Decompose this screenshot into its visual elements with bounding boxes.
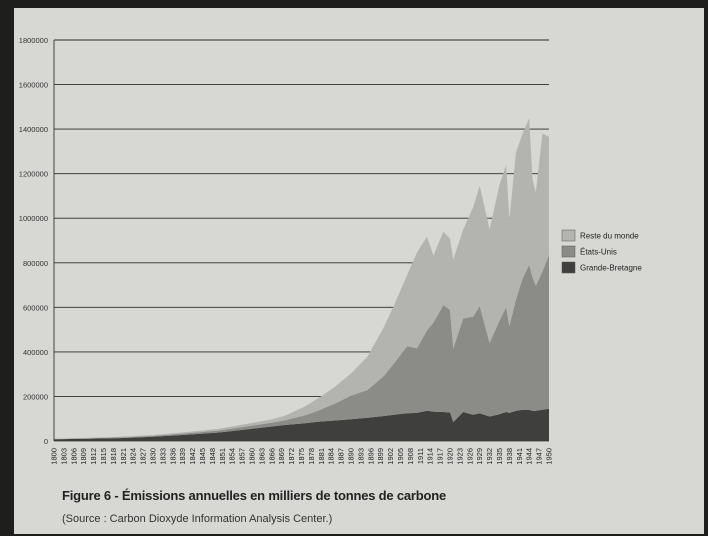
x-tick-label: 1806 bbox=[69, 448, 78, 465]
x-tick-label: 1890 bbox=[347, 448, 356, 465]
x-tick-label: 1827 bbox=[139, 448, 148, 465]
x-tick-label: 1851 bbox=[218, 448, 227, 465]
area-chart: 0 200000 400000 600000 800000 1000000 1200000 1… bbox=[19, 36, 643, 465]
legend-label: Grande-Bretagne bbox=[580, 264, 642, 273]
scanned-page: 0 200000 400000 600000 800000 1000000 1200000 1… bbox=[14, 8, 704, 534]
x-tick-label: 1881 bbox=[317, 448, 326, 465]
x-tick-label: 1800 bbox=[50, 448, 59, 465]
x-tick-label: 1869 bbox=[277, 448, 286, 465]
x-tick-label: 1803 bbox=[59, 448, 68, 465]
figure-caption-title: Figure 6 - Émissions annuelles en millie… bbox=[62, 488, 447, 503]
x-tick-label: 1848 bbox=[208, 448, 217, 465]
y-tick-label: 0 bbox=[44, 437, 48, 446]
x-tick-label: 1905 bbox=[396, 448, 405, 465]
x-tick-label: 1866 bbox=[267, 448, 276, 465]
y-tick-label: 1600000 bbox=[19, 81, 48, 90]
x-tick-label: 1902 bbox=[386, 448, 395, 465]
x-tick-label: 1938 bbox=[505, 448, 514, 465]
x-tick-label: 1860 bbox=[248, 448, 257, 465]
x-tick-label: 1821 bbox=[119, 448, 128, 465]
legend-label: Reste du monde bbox=[580, 232, 639, 241]
x-tick-label: 1833 bbox=[158, 448, 167, 465]
x-tick-label: 1944 bbox=[525, 448, 534, 465]
y-tick-label: 1200000 bbox=[19, 170, 48, 179]
x-axis: 1800 1803 1806 1809 1812 1815 1818 1821 1824 1827… bbox=[50, 440, 554, 465]
x-tick-label: 1920 bbox=[446, 448, 455, 465]
x-tick-label: 1854 bbox=[228, 448, 237, 465]
x-tick-label: 1872 bbox=[287, 448, 296, 465]
y-tick-label: 200000 bbox=[23, 392, 48, 401]
x-tick-label: 1914 bbox=[426, 448, 435, 465]
x-tick-label: 1923 bbox=[455, 448, 464, 465]
y-tick-label: 800000 bbox=[23, 259, 48, 268]
x-tick-label: 1926 bbox=[465, 448, 474, 465]
x-tick-label: 1809 bbox=[79, 448, 88, 465]
x-tick-label: 1839 bbox=[178, 448, 187, 465]
y-tick-label: 600000 bbox=[23, 303, 48, 312]
y-tick-label: 1800000 bbox=[19, 36, 48, 45]
figure-caption-source: (Source : Carbon Dioxyde Information Ana… bbox=[62, 513, 333, 525]
x-tick-label: 1932 bbox=[485, 448, 494, 465]
x-tick-label: 1815 bbox=[99, 448, 108, 465]
legend-swatch bbox=[561, 245, 576, 258]
stacked-areas bbox=[54, 118, 549, 441]
x-tick-label: 1896 bbox=[366, 448, 375, 465]
x-tick-label: 1911 bbox=[416, 448, 425, 464]
legend-label: États-Unis bbox=[580, 248, 617, 257]
y-tick-label: 400000 bbox=[23, 348, 48, 357]
x-tick-label: 1887 bbox=[337, 448, 346, 465]
x-tick-label: 1929 bbox=[475, 448, 484, 465]
legend: Reste du monde États-Unis Grande-Bretagne bbox=[561, 229, 642, 274]
x-tick-label: 1824 bbox=[129, 448, 138, 465]
x-tick-label: 1875 bbox=[297, 448, 306, 465]
area-series--tats-unis bbox=[54, 255, 549, 440]
x-tick-label: 1818 bbox=[109, 448, 118, 465]
x-tick-label: 1917 bbox=[436, 448, 445, 465]
x-tick-label: 1845 bbox=[198, 448, 207, 465]
x-tick-label: 1863 bbox=[257, 448, 266, 465]
x-tick-label: 1950 bbox=[545, 448, 554, 465]
area-series-grande-bretagne bbox=[54, 408, 549, 441]
x-tick-label: 1830 bbox=[149, 448, 158, 465]
x-tick-label: 1878 bbox=[307, 448, 316, 465]
y-tick-label: 1400000 bbox=[19, 125, 48, 134]
gridlines bbox=[54, 39, 549, 397]
y-tick-label: 1000000 bbox=[19, 214, 48, 223]
x-tick-label: 1884 bbox=[327, 448, 336, 465]
x-tick-label: 1836 bbox=[168, 448, 177, 465]
y-axis: 0 200000 400000 600000 800000 1000000 1200000 1… bbox=[19, 36, 55, 446]
x-tick-label: 1941 bbox=[515, 448, 524, 465]
x-tick-label: 1812 bbox=[89, 448, 98, 465]
x-tick-label: 1935 bbox=[495, 448, 504, 465]
area-series-reste-du-monde bbox=[54, 118, 549, 439]
x-tick-label: 1893 bbox=[356, 448, 365, 465]
x-tick-label: 1857 bbox=[238, 448, 247, 465]
x-tick-label: 1908 bbox=[406, 448, 415, 465]
x-tick-label: 1947 bbox=[535, 448, 544, 465]
legend-swatch bbox=[561, 261, 576, 274]
x-tick-label: 1842 bbox=[188, 448, 197, 465]
legend-swatch bbox=[561, 229, 576, 242]
x-tick-label: 1899 bbox=[376, 448, 385, 465]
